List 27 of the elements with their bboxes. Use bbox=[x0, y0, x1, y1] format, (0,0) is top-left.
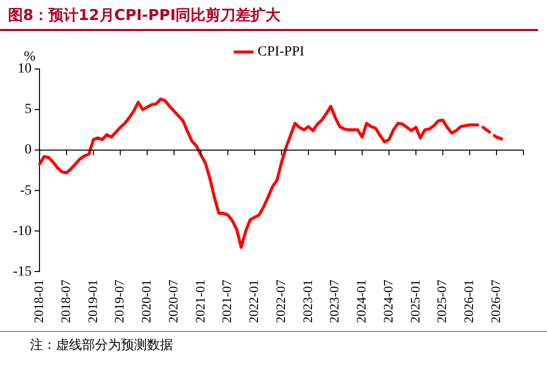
x-tick-label: 2018-01 bbox=[31, 280, 46, 324]
chart-title: 图8：预计12月CPI-PPI同比剪刀差扩大 bbox=[0, 0, 538, 31]
y-tick-label: -15 bbox=[12, 264, 32, 280]
y-tick-label: 10 bbox=[18, 62, 32, 77]
x-tick-label: 2025-07 bbox=[434, 279, 450, 324]
x-tick-label: 2019-07 bbox=[112, 279, 127, 324]
y-tick-label: -5 bbox=[20, 183, 32, 198]
x-tick-label: 2023-07 bbox=[326, 279, 342, 324]
x-tick-label: 2026-07 bbox=[488, 279, 503, 324]
legend-label: CPI-PPI bbox=[258, 44, 305, 60]
x-tick-label: 2020-01 bbox=[138, 280, 154, 324]
x-tick-label: 2024-07 bbox=[380, 279, 396, 324]
y-tick-label: -10 bbox=[12, 224, 32, 239]
x-tick-label: 2019-01 bbox=[84, 280, 100, 324]
x-tick-label: 2018-07 bbox=[58, 279, 73, 324]
text: 注：虚线部分为预测数据 bbox=[0, 331, 547, 354]
y-tick-label: 0 bbox=[24, 142, 32, 158]
y-tick-label: 5 bbox=[24, 102, 32, 118]
x-tick-label: 2020-07 bbox=[165, 279, 180, 324]
x-tick-label: 2022-07 bbox=[272, 279, 288, 324]
x-tick-label: 2025-01 bbox=[407, 280, 422, 324]
x-tick-label: 2024-01 bbox=[354, 280, 369, 324]
x-tick-label: 2023-01 bbox=[300, 280, 315, 324]
x-tick-label: 2022-01 bbox=[246, 280, 262, 324]
x-tick-label: 2021-01 bbox=[192, 280, 208, 324]
x-tick-label: 2026-01 bbox=[461, 280, 476, 324]
x-tick-label: 2021-07 bbox=[219, 279, 234, 324]
